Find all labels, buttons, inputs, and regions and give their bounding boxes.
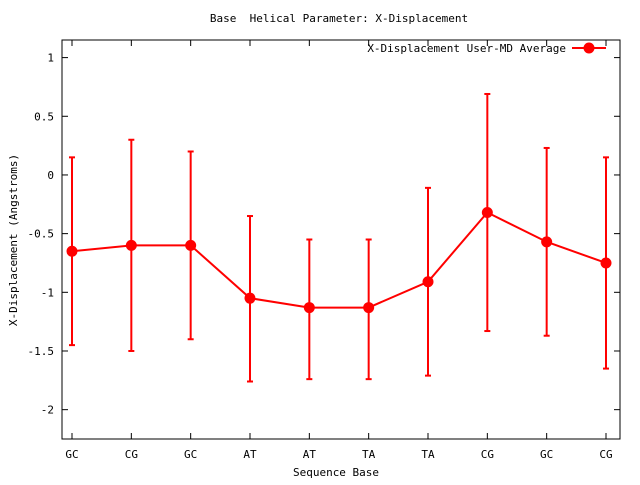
y-tick-label: 1 [47,52,54,65]
error-bars [69,92,609,383]
x-tick-label: TA [421,448,435,461]
y-tick-label: -2 [41,404,54,417]
y-tick-label: -1.5 [28,345,55,358]
x-tick-label: CG [125,448,138,461]
legend-label: X-Displacement User-MD Average [367,42,566,55]
data-point [422,276,434,288]
y-axis-label: X-Displacement (Angstroms) [7,154,20,326]
legend: X-Displacement User-MD Average [367,42,606,55]
data-point [600,257,612,269]
series-lines [71,211,607,309]
x-tick-label: TA [362,448,376,461]
data-point [481,207,493,219]
data-point [363,302,375,314]
series-line [71,211,607,309]
x-axis: GC CG GC AT AT TA TA CG GC CG [65,40,613,461]
x-tick-label: GC [65,448,78,461]
x-tick-label: GC [540,448,553,461]
y-tick-label: -0.5 [28,228,55,241]
legend-marker [583,42,595,54]
y-axis: -2 -1.5 -1 -0.5 0 0.5 1 [28,52,620,417]
data-point [125,239,137,251]
plot-area-frame [61,39,621,440]
y-tick-label: 0 [47,169,54,182]
data-point [541,236,553,248]
data-point [185,239,197,251]
y-tick-label: -1 [41,286,54,299]
x-tick-label: GC [184,448,197,461]
data-point [244,292,256,304]
x-tick-label: CG [599,448,612,461]
x-tick-label: AT [243,448,257,461]
chart-title: Base Helical Parameter: X-Displacement [210,12,468,25]
x-tick-label: AT [303,448,317,461]
x-tick-label: CG [481,448,494,461]
y-tick-label: 0.5 [34,110,54,123]
data-point [303,302,315,314]
series-points [66,207,612,314]
data-point [66,245,78,257]
x-axis-label: Sequence Base [293,466,379,479]
